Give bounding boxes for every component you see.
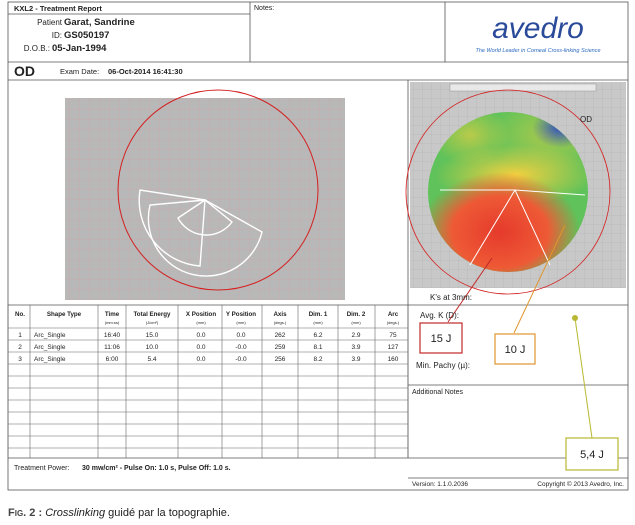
treatment-grid xyxy=(65,98,345,300)
table-cell: 3.9 xyxy=(351,344,360,351)
label: Treatment Power: xyxy=(14,465,69,472)
table-cell: 1 xyxy=(18,332,22,339)
column-unit: (degs.) xyxy=(274,320,287,325)
callout-label: 10 J xyxy=(505,344,526,356)
map-circle xyxy=(405,89,611,295)
table-cell: 6:00 xyxy=(106,356,119,363)
table-cell: 3 xyxy=(18,356,22,363)
k-title: K's at 3mm: xyxy=(430,293,472,302)
table-cell: 127 xyxy=(388,344,399,351)
table-cell: 256 xyxy=(275,356,286,363)
dob: 05-Jan-1994 xyxy=(52,43,107,54)
map-dropdown xyxy=(449,83,597,92)
notes-label: Notes: xyxy=(254,5,274,12)
exam-date: 06-Oct-2014 16:41:30 xyxy=(108,67,183,76)
tagline: The World Leader in Corneal Cross-linkin… xyxy=(475,48,600,54)
callout-box xyxy=(419,322,463,354)
column-unit: (J/cm²) xyxy=(146,320,159,325)
table-cell: 75 xyxy=(389,332,397,339)
caption-italic: Crosslinking xyxy=(45,507,106,519)
table-cell: 10.0 xyxy=(146,344,159,351)
table-cell: Arc_Single xyxy=(34,356,66,363)
label: D.O.B.: xyxy=(24,44,50,53)
callout-label: 15 J xyxy=(431,333,452,345)
patient-name: Garat, Sandrine xyxy=(64,17,135,28)
column-unit: (degs.) xyxy=(387,320,400,325)
table-cell: 0.0 xyxy=(196,344,205,351)
table-cell: Arc_Single xyxy=(34,344,66,351)
map-eye: OD xyxy=(580,115,592,124)
column-header: Dim. 2 xyxy=(347,311,366,318)
label: ID: xyxy=(52,31,62,40)
table-cell: 8.1 xyxy=(313,344,322,351)
limit-circle xyxy=(117,89,319,291)
table-cell: 262 xyxy=(275,332,286,339)
power: 30 mw/cm² - Pulse On: 1.0 s, Pulse Off: … xyxy=(82,465,231,472)
eye: OD xyxy=(14,63,35,79)
table-cell: 3.9 xyxy=(351,356,360,363)
logo: avedro xyxy=(492,12,584,45)
table-cell: Arc_Single xyxy=(34,332,66,339)
report-title: KXL2 - Treatment Report xyxy=(14,4,102,13)
table-cell: 2 xyxy=(18,344,22,351)
table-cell: 2.9 xyxy=(351,332,360,339)
report-frame xyxy=(7,1,629,491)
patient-id: GS050197 xyxy=(64,30,109,41)
column-header: Axis xyxy=(273,311,287,318)
treatment-arcs xyxy=(138,189,263,277)
table-cell: 0.0 xyxy=(196,356,205,363)
column-header: Y Position xyxy=(226,311,256,318)
caption-text: guidé par la topographie. xyxy=(105,507,230,519)
label: Patient xyxy=(37,18,63,27)
table-cell: 160 xyxy=(388,356,399,363)
column-header: No. xyxy=(15,311,25,318)
column-unit: (mm) xyxy=(196,320,206,325)
callout-label: 5,4 J xyxy=(580,449,604,461)
column-unit: (mm) xyxy=(351,320,361,325)
column-unit: (mm:ss) xyxy=(105,320,120,325)
table-cell: 11:06 xyxy=(104,344,120,351)
notes-title: Additional Notes xyxy=(412,389,463,396)
table-cell: 16:40 xyxy=(104,332,121,339)
table-cell: 259 xyxy=(275,344,286,351)
caption: Fig. 2 : Crosslinking guidé par la topog… xyxy=(8,507,230,519)
k-pachy: Min. Pachy (µ): xyxy=(416,361,470,370)
callout-box xyxy=(494,333,536,365)
callout-lines xyxy=(447,224,593,439)
table-cell: -0.0 xyxy=(235,344,247,351)
topography-map xyxy=(428,112,588,272)
column-header: Shape Type xyxy=(47,311,82,318)
treatment-table: No. Shape Type Time (mm:ss) Total Energy (J/c… xyxy=(7,305,409,458)
table-cell: -0.0 xyxy=(235,356,247,363)
k-avg: Avg. K (D): xyxy=(420,311,459,320)
column-unit: (mm) xyxy=(313,320,323,325)
callout-dot xyxy=(572,315,578,321)
label: Exam Date: xyxy=(60,67,99,76)
column-header: Time xyxy=(105,311,120,318)
table-cell: 0.0 xyxy=(196,332,205,339)
caption-label: Fig. 2 : xyxy=(8,507,42,519)
column-header: Dim. 1 xyxy=(309,311,328,318)
table-cell: 6.2 xyxy=(313,332,322,339)
map-arcs xyxy=(440,189,586,266)
table-cell: 0.0 xyxy=(236,332,245,339)
table-cell: 5.4 xyxy=(147,356,156,363)
version: Version: 1.1.0.2036 xyxy=(412,481,468,488)
copyright: Copyright © 2013 Avedro, Inc. xyxy=(537,480,624,488)
table-cell: 15.0 xyxy=(146,332,159,339)
callout-box xyxy=(565,437,619,471)
column-header: Arc xyxy=(388,311,399,318)
column-unit: (mm) xyxy=(236,320,246,325)
column-header: X Position xyxy=(186,311,216,318)
column-header: Total Energy xyxy=(133,311,171,318)
table-cell: 8.2 xyxy=(313,356,322,363)
